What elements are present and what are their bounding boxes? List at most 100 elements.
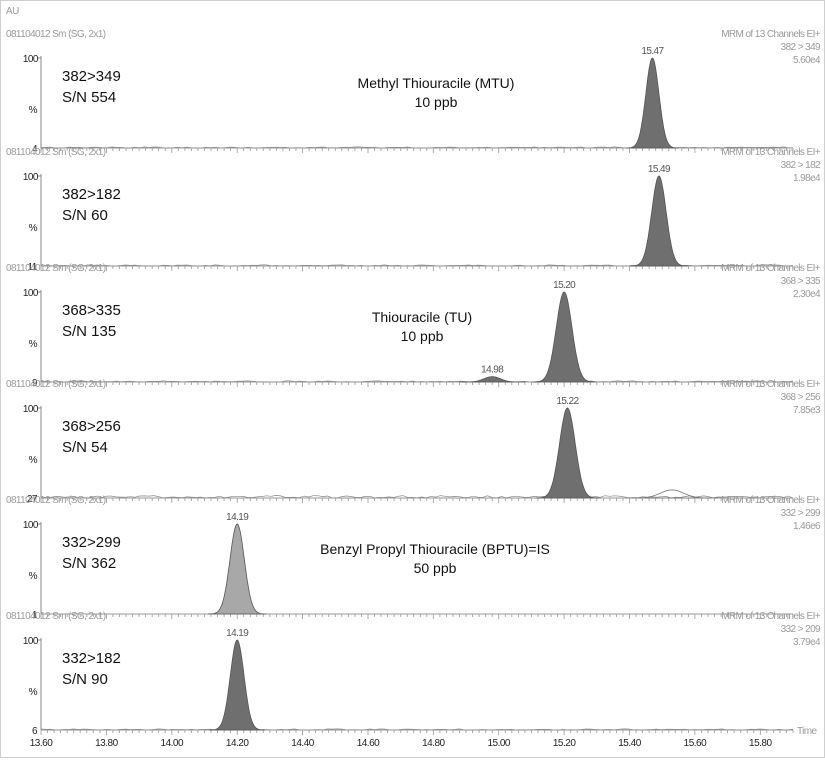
peak-14.19 xyxy=(208,523,267,615)
panel-transition-header: 332 > 299 xyxy=(781,508,821,519)
panel-intensity: 7.85e3 xyxy=(793,405,821,416)
peak-label: 15.47 xyxy=(641,46,664,57)
y-max-label: 100 xyxy=(23,520,39,531)
panel-4: 081104012 Sm (SG, 2x1) MRM of 13 Channels… xyxy=(6,379,822,505)
x-tick-label: 14.80 xyxy=(422,738,445,749)
x-axis-ticks xyxy=(40,266,794,271)
compound-name: Benzyl Propyl Thiouracile (BPTU)=IS xyxy=(320,541,550,557)
panel-3: 081104012 Sm (SG, 2x1) MRM of 13 Channels… xyxy=(6,263,822,389)
panel-transition-header: 368 > 256 xyxy=(781,392,821,403)
transition-label: 368>335 xyxy=(62,302,121,319)
peak-label: 15.20 xyxy=(553,280,576,291)
y-max-label: 100 xyxy=(23,288,39,299)
y-min-label: 11 xyxy=(28,262,38,273)
peak-15.49 xyxy=(629,175,689,267)
peak-15.20 xyxy=(532,291,596,383)
x-axis-ticks xyxy=(40,730,794,735)
y-percent-label: % xyxy=(29,223,38,234)
x-axis-ticks xyxy=(40,498,794,503)
compound-concentration: 10 ppb xyxy=(415,94,458,110)
x-tick-label: 15.20 xyxy=(553,738,576,749)
x-axis-ticks xyxy=(40,148,794,153)
x-axis-ticks xyxy=(40,382,794,387)
panel-6: 081104012 Sm (SG, 2x1) MRM of 13 Channels… xyxy=(6,611,822,737)
peak-label: 15.22 xyxy=(556,396,579,407)
compound-name: Methyl Thiouracile (MTU) xyxy=(358,75,515,91)
y-min-label: 4 xyxy=(32,144,38,155)
panel-1: 081104012 Sm (SG, 2x1) MRM of 13 Channels… xyxy=(6,29,822,155)
y-max-label: 100 xyxy=(23,54,39,65)
peak-15.47 xyxy=(625,57,679,149)
y-min-label: 6 xyxy=(32,726,38,737)
panel-function: MRM of 13 Channels EI+ xyxy=(721,379,821,390)
panel-transition-header: 382 > 182 xyxy=(781,160,821,171)
panel-file-name: 081104012 Sm (SG, 2x1) xyxy=(6,611,106,622)
x-tick-label: 14.60 xyxy=(357,738,380,749)
transition-label: 382>349 xyxy=(62,68,121,85)
y-percent-label: % xyxy=(29,455,38,466)
compound-concentration: 50 ppb xyxy=(414,560,457,576)
peak-label: 14.98 xyxy=(481,365,504,376)
x-tick-label: 15.40 xyxy=(618,738,641,749)
panel-file-name: 081104012 Sm (SG, 2x1) xyxy=(6,29,106,40)
y-percent-label: % xyxy=(29,571,38,582)
compound-concentration: 10 ppb xyxy=(401,328,444,344)
x-tick-label: 13.80 xyxy=(95,738,118,749)
x-tick-label: 15.80 xyxy=(749,738,772,749)
x-tick-label: 14.40 xyxy=(291,738,314,749)
y-unit-label: AU xyxy=(6,6,19,17)
peak-14.19 xyxy=(209,639,265,731)
signal-to-noise-label: S/N 60 xyxy=(62,207,108,224)
x-axis-label: Time xyxy=(797,726,817,737)
y-min-label: 1 xyxy=(32,610,38,621)
transition-label: 332>182 xyxy=(62,650,121,667)
peak-label: 15.49 xyxy=(648,164,671,175)
panel-5: 081104012 Sm (SG, 2x1) MRM of 13 Channels… xyxy=(6,495,822,621)
y-max-label: 100 xyxy=(23,404,39,415)
signal-to-noise-label: S/N 90 xyxy=(62,671,108,688)
panel-file-name: 081104012 Sm (SG, 2x1) xyxy=(6,495,106,506)
x-tick-label: 15.60 xyxy=(684,738,707,749)
panel-function: MRM of 13 Channels EI+ xyxy=(721,611,821,622)
transition-label: 368>256 xyxy=(62,418,121,435)
x-tick-label: 13.60 xyxy=(30,738,53,749)
y-min-label: 9 xyxy=(32,378,38,389)
panel-intensity: 1.98e4 xyxy=(793,173,821,184)
signal-to-noise-label: S/N 362 xyxy=(62,555,116,572)
baseline-trace xyxy=(41,495,794,499)
peak-label: 14.19 xyxy=(226,512,249,523)
panel-file-name: 081104012 Sm (SG, 2x1) xyxy=(6,379,106,390)
panel-file-name: 081104012 Sm (SG, 2x1) xyxy=(6,263,106,274)
baseline-trace xyxy=(40,380,794,383)
panel-transition-header: 382 > 349 xyxy=(781,42,821,53)
panel-function: MRM of 13 Channels EI+ xyxy=(721,263,821,274)
compound-name: Thiouracile (TU) xyxy=(372,309,472,325)
panel-intensity: 3.79e4 xyxy=(793,637,821,648)
panel-intensity: 1.46e6 xyxy=(793,521,821,532)
y-max-label: 100 xyxy=(23,172,39,183)
baseline-trace xyxy=(40,728,794,731)
signal-to-noise-label: S/N 135 xyxy=(62,323,116,340)
peak-14.98 xyxy=(459,376,525,383)
transition-label: 332>299 xyxy=(62,534,121,551)
panel-intensity: 5.60e4 xyxy=(793,55,821,66)
signal-to-noise-label: S/N 54 xyxy=(62,439,108,456)
panel-function: MRM of 13 Channels EI+ xyxy=(721,147,821,158)
panel-function: MRM of 13 Channels EI+ xyxy=(721,495,821,506)
panel-transition-header: 332 > 209 xyxy=(781,624,821,635)
y-percent-label: % xyxy=(29,339,38,350)
y-max-label: 100 xyxy=(23,636,39,647)
x-tick-label: 15.00 xyxy=(487,738,510,749)
panel-2: 081104012 Sm (SG, 2x1) MRM of 13 Channels… xyxy=(6,147,822,273)
panel-transition-header: 368 > 335 xyxy=(781,276,821,287)
peak-15.22 xyxy=(535,407,600,499)
panel-intensity: 2.30e4 xyxy=(793,289,821,300)
peak-label: 14.19 xyxy=(226,628,249,639)
y-percent-label: % xyxy=(29,105,38,116)
y-percent-label: % xyxy=(29,687,38,698)
x-tick-label: 14.20 xyxy=(226,738,249,749)
x-tick-label: 14.00 xyxy=(161,738,184,749)
signal-to-noise-label: S/N 554 xyxy=(62,89,116,106)
